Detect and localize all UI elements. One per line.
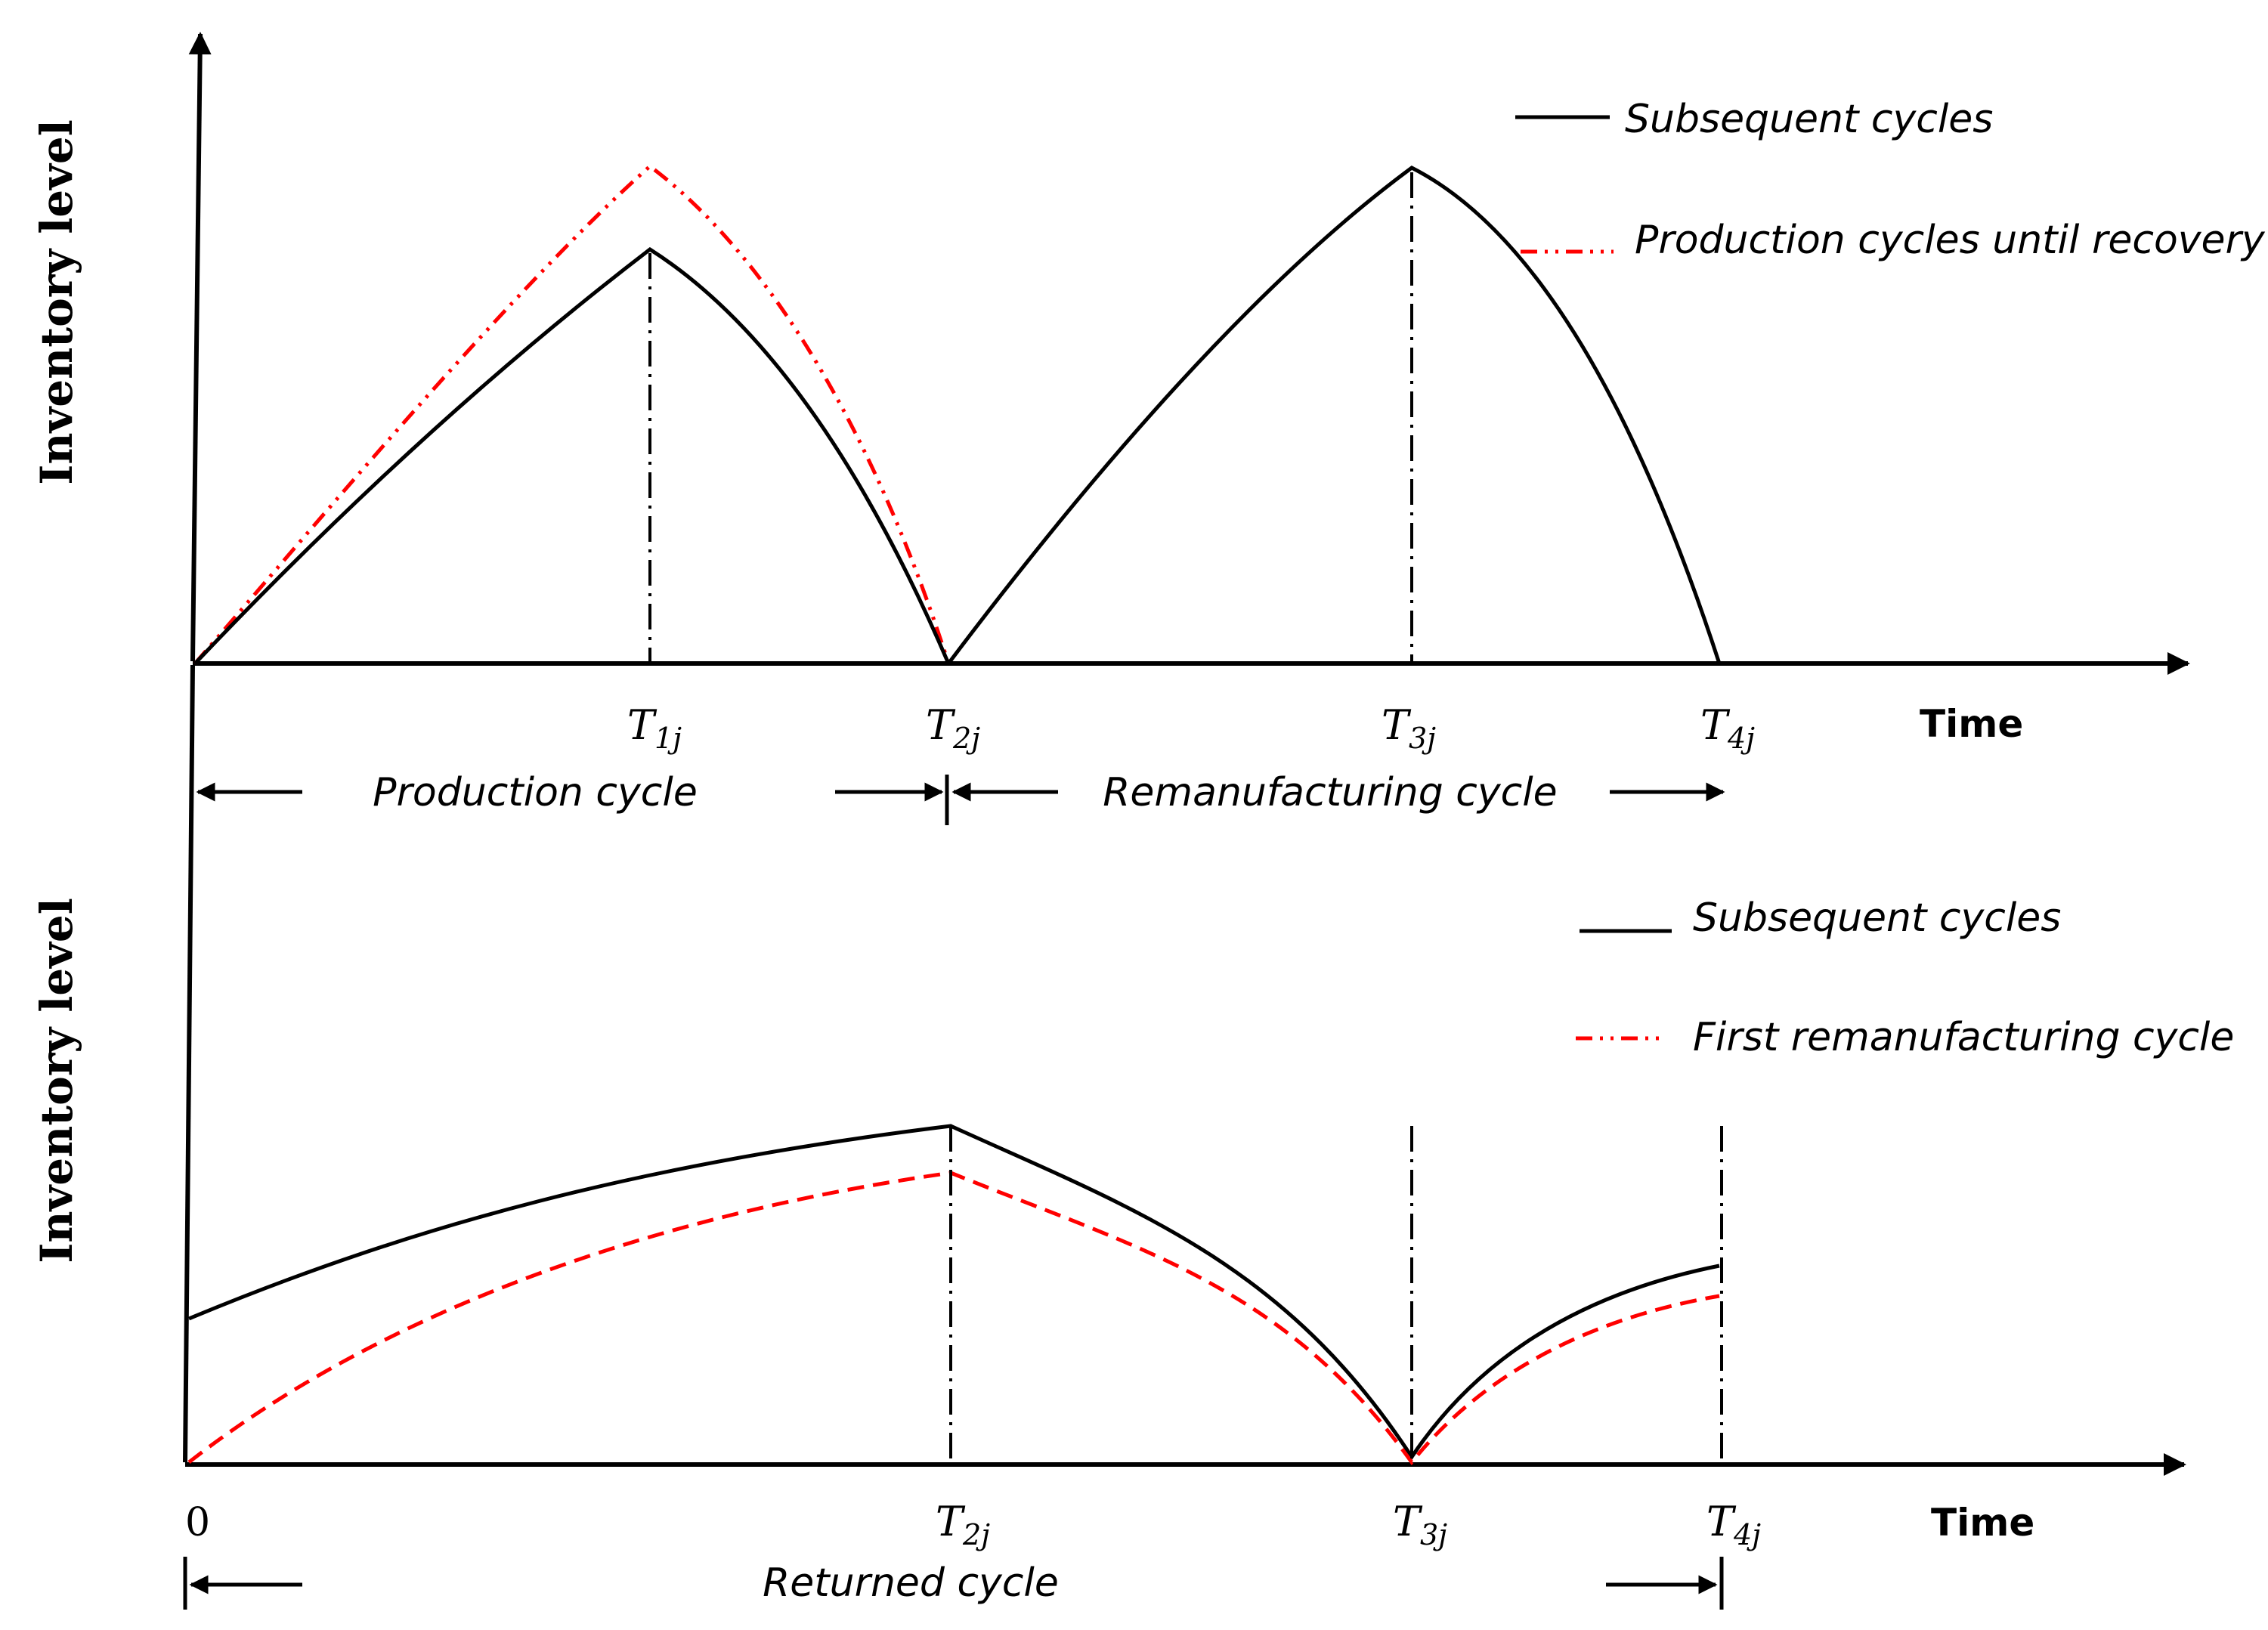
- bottom-tick-t2: T2j: [936, 1498, 990, 1551]
- top-tick-t2: T2j: [926, 701, 980, 755]
- bottom-y-axis: [183, 664, 195, 1463]
- top-legend-solid-label: Subsequent cycles: [1625, 97, 1993, 142]
- top-y-axis-label: Inventory level: [31, 119, 82, 485]
- bottom-legend-solid-label: Subsequent cycles: [1693, 895, 2061, 941]
- bottom-black-curve: [188, 1124, 1720, 1461]
- production-span-label: Production cycle: [373, 770, 698, 815]
- top-x-axis-label: Time: [1920, 702, 2023, 746]
- top-tick-t3: T3j: [1382, 701, 1436, 755]
- bottom-tick-t4: T4j: [1706, 1498, 1761, 1551]
- bottom-tick-t3: T3j: [1393, 1498, 1447, 1551]
- top-tick-t1: T1j: [627, 701, 682, 755]
- remanufacturing-span-label: Remanufacturing cycle: [1103, 770, 1557, 815]
- returned-span-label: Returned cycle: [763, 1560, 1059, 1606]
- top-black-production-curve: [193, 246, 951, 665]
- bottom-red-curve: [187, 1171, 1720, 1466]
- bottom-x-axis-label: Time: [1931, 1501, 2034, 1545]
- top-black-remanufacturing-curve: [947, 165, 1722, 665]
- bottom-panel: Inventory level 0 T2j T3j T4j Time Subse…: [31, 664, 2234, 1610]
- top-red-production-curve: [193, 163, 951, 665]
- bottom-legend-red-label: First remanufacturing cycle: [1693, 1015, 2234, 1060]
- bottom-y-axis-label: Inventory level: [31, 898, 82, 1263]
- top-y-axis: [188, 32, 212, 662]
- top-tick-t4: T4j: [1700, 701, 1755, 755]
- bottom-origin-label: 0: [185, 1500, 210, 1545]
- top-legend-red-label: Production cycles until recovery: [1635, 218, 2266, 263]
- top-panel: Inventory level T1j T2j T3j T4j Time Sub…: [31, 32, 2266, 825]
